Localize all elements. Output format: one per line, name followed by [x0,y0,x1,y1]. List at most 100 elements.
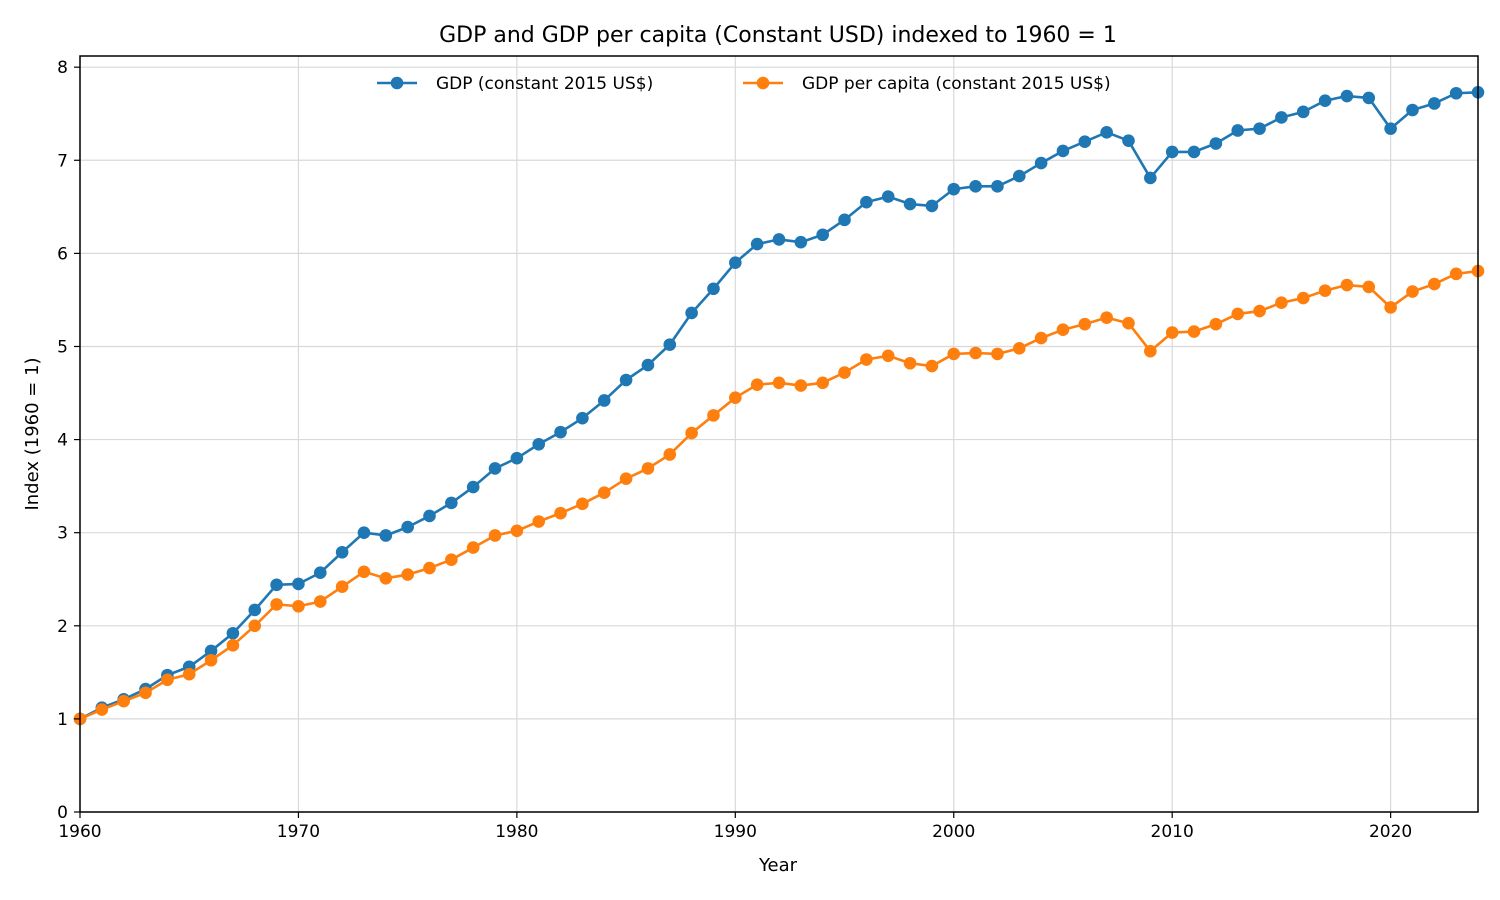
data-point [860,353,873,366]
data-point [1034,331,1048,345]
data-point [313,595,327,608]
data-point [1187,325,1201,338]
x-axis-label: Year [758,855,798,876]
legend-label: GDP per capita (constant 2015 US$) [802,74,1111,94]
data-point [1165,326,1179,339]
data-point [685,306,698,320]
x-tick-label: 1960 [58,822,101,842]
y-tick-label: 6 [57,244,68,264]
data-point [554,506,567,520]
data-point [881,190,895,203]
data-point [510,524,524,538]
data-point [641,358,655,372]
data-point [1449,86,1463,100]
data-point [1318,284,1332,297]
data-point [226,639,240,652]
data-point [1012,169,1026,183]
data-point [270,598,283,611]
data-point [1100,311,1113,324]
data-point [1275,296,1288,310]
data-point [794,379,808,392]
series-1 [73,86,1485,726]
data-point [1296,105,1310,119]
data-point [204,644,218,658]
data-point [772,376,786,390]
series-2 [73,264,1485,726]
data-point [1209,137,1223,150]
data-point [838,213,851,227]
data-point [860,195,873,209]
data-point [1449,267,1463,281]
data-point [379,572,393,585]
data-point [576,411,589,425]
data-point [313,566,327,580]
data-point [641,462,655,475]
data-point [270,578,283,592]
series-line [78,269,1480,721]
data-point [182,667,196,681]
data-point [292,599,305,613]
data-point [903,197,917,211]
data-point [1384,301,1397,314]
legend-item: GDP (constant 2015 US$) [377,74,653,94]
data-point [335,580,349,593]
data-point [969,180,982,193]
legend-marker [756,76,770,90]
data-point [750,237,764,251]
data-point [95,703,109,716]
x-tick-label: 2000 [932,822,975,842]
data-point [554,425,567,439]
tick-layer: 1960 1970 1980 1990 2000 2010 2020 0 1 2 3 4 5 6 7 8 [57,58,1412,842]
data-point [1253,304,1266,318]
data-point [881,349,895,363]
data-point [466,480,480,494]
data-point [466,541,480,554]
data-point [794,235,808,249]
data-point [1056,323,1070,337]
data-point [925,359,939,373]
data-point [816,376,829,390]
data-point [1231,124,1245,137]
data-point [1362,91,1376,105]
chart-title: GDP and GDP per capita (Constant USD) in… [439,23,1117,48]
data-point [991,347,1004,361]
legend: GDP (constant 2015 US$) GDP per capita (c… [377,74,1111,94]
series-layer [73,86,1485,726]
data-point [357,526,371,539]
data-point [1428,277,1441,291]
data-point [750,378,764,391]
y-tick-label: 7 [57,151,68,171]
data-point [663,448,677,461]
data-point [1231,307,1245,321]
data-point [139,686,152,700]
data-point [576,497,589,511]
y-tick-label: 4 [57,431,68,451]
y-axis-label: Index (1960 = 1) [22,357,43,510]
data-point [597,486,611,499]
y-tick-label: 5 [57,337,68,357]
data-point [445,496,458,510]
x-tick-label: 2010 [1151,822,1194,842]
data-point [685,426,698,440]
y-tick-label: 8 [57,58,68,78]
data-point [969,346,982,360]
plot-frame [79,55,1479,813]
x-tick-label: 1970 [277,822,320,842]
data-point [1406,285,1419,298]
data-point [947,182,961,196]
data-point [532,515,546,528]
data-point [248,603,262,617]
data-point [1275,111,1288,124]
data-point [1187,145,1201,159]
data-point [1209,317,1223,331]
data-point [925,199,939,213]
data-point [1122,134,1135,148]
data-point [1384,122,1397,135]
series-line [78,91,1480,721]
data-point [1078,135,1092,148]
data-point [947,347,961,361]
data-point [1340,89,1354,103]
data-point [292,577,305,591]
data-point [619,373,633,387]
